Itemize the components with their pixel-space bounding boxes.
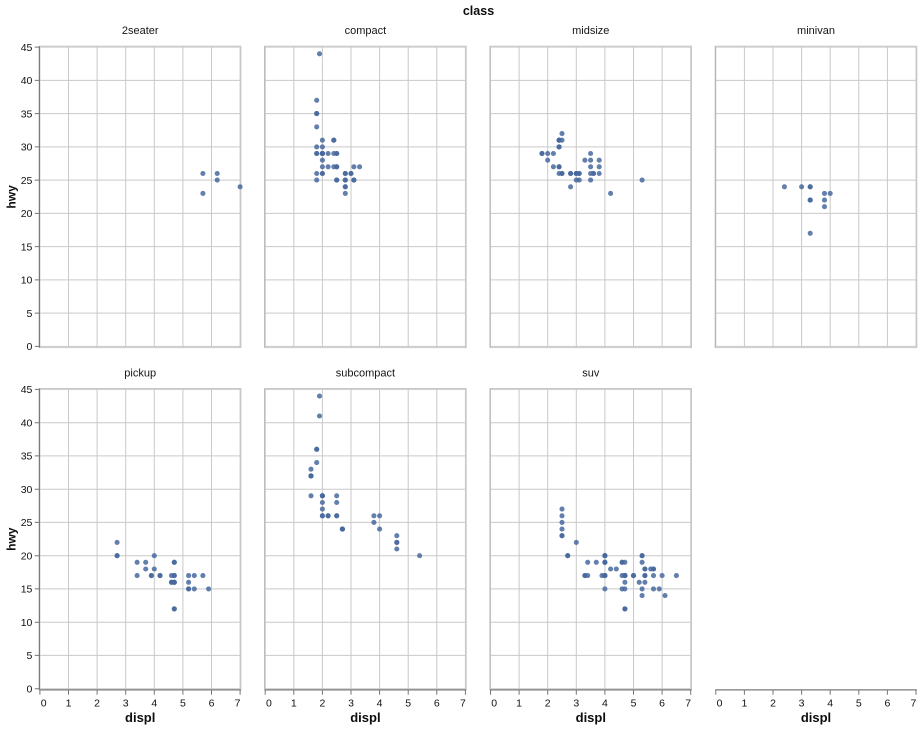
svg-text:1: 1 [741,697,747,709]
svg-text:6: 6 [209,697,215,709]
svg-text:4: 4 [151,697,157,709]
svg-text:20: 20 [21,208,33,220]
svg-text:7: 7 [235,697,241,709]
svg-text:5: 5 [180,697,186,709]
svg-text:30: 30 [21,484,33,496]
svg-text:6: 6 [884,697,890,709]
svg-text:15: 15 [21,241,33,253]
svg-text:2seater: 2seater [122,25,159,37]
svg-text:25: 25 [21,175,33,187]
svg-text:3: 3 [573,697,579,709]
svg-text:4: 4 [377,697,383,709]
svg-text:hwy: hwy [4,527,18,551]
svg-text:3: 3 [799,697,805,709]
svg-text:hwy: hwy [4,185,18,209]
svg-text:5: 5 [856,697,862,709]
svg-text:45: 45 [21,42,33,54]
svg-text:3: 3 [123,697,129,709]
svg-text:1: 1 [291,697,297,709]
svg-text:0: 0 [717,697,723,709]
svg-text:15: 15 [21,584,33,596]
svg-text:2: 2 [94,697,100,709]
svg-text:suv: suv [582,367,600,379]
svg-text:10: 10 [21,617,33,629]
svg-text:1: 1 [66,697,72,709]
svg-text:2: 2 [770,697,776,709]
svg-text:35: 35 [21,451,33,463]
svg-text:5: 5 [631,697,637,709]
svg-text:6: 6 [434,697,440,709]
svg-text:35: 35 [21,108,33,120]
svg-text:4: 4 [827,697,833,709]
svg-text:0: 0 [266,697,272,709]
svg-text:0: 0 [41,697,47,709]
svg-text:40: 40 [21,417,33,429]
svg-text:compact: compact [345,25,387,37]
svg-text:3: 3 [348,697,354,709]
svg-text:5: 5 [405,697,411,709]
svg-text:30: 30 [21,142,33,154]
svg-text:displ: displ [125,710,155,725]
svg-text:4: 4 [602,697,608,709]
svg-text:5: 5 [27,308,33,320]
svg-text:25: 25 [21,517,33,529]
svg-text:pickup: pickup [124,367,156,379]
svg-text:midsize: midsize [572,25,609,37]
svg-text:minivan: minivan [797,25,835,37]
svg-text:0: 0 [491,697,497,709]
svg-text:displ: displ [801,710,831,725]
svg-text:2: 2 [545,697,551,709]
svg-text:displ: displ [350,710,380,725]
svg-text:5: 5 [27,650,33,662]
svg-text:45: 45 [21,384,33,396]
svg-text:0: 0 [27,683,33,695]
svg-text:7: 7 [460,697,466,709]
svg-text:7: 7 [911,697,917,709]
svg-text:6: 6 [659,697,665,709]
svg-text:10: 10 [21,275,33,287]
svg-text:20: 20 [21,550,33,562]
svg-text:1: 1 [516,697,522,709]
svg-text:2: 2 [319,697,325,709]
svg-text:displ: displ [576,710,606,725]
svg-text:7: 7 [685,697,691,709]
svg-text:class: class [463,4,494,18]
svg-text:subcompact: subcompact [336,367,395,379]
svg-text:0: 0 [27,341,33,353]
svg-text:40: 40 [21,75,33,87]
